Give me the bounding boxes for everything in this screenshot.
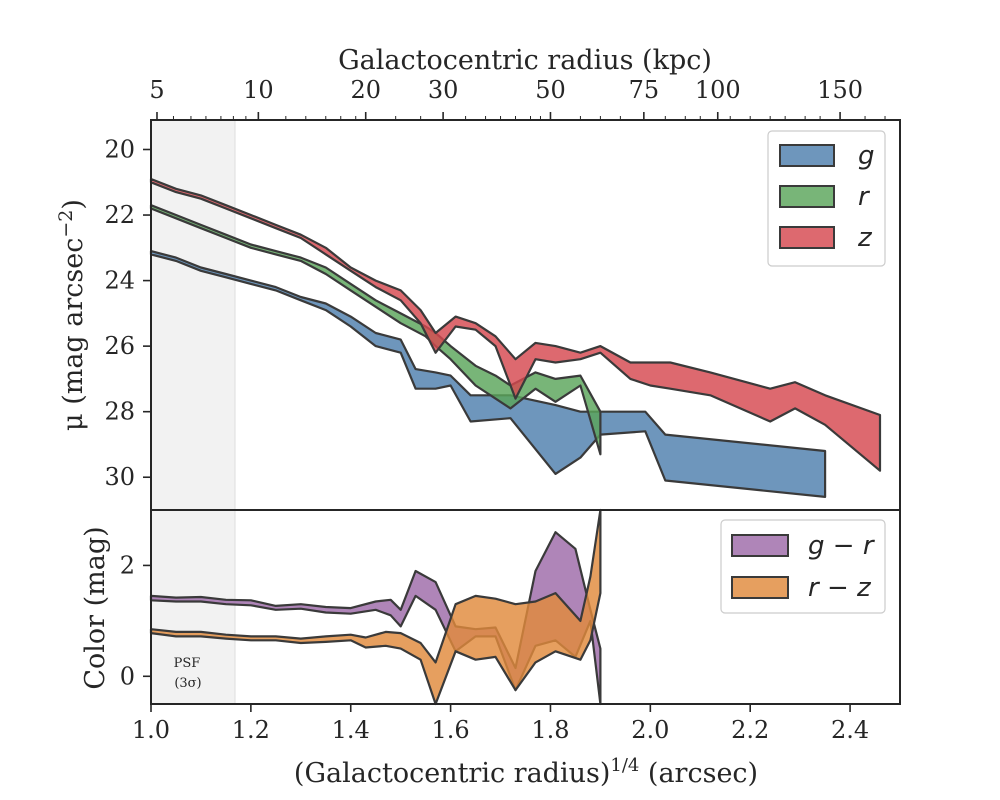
- legend-label-g: g: [858, 141, 875, 171]
- surface-brightness-panel: 20 22 24 26 28 30 5 10 20 30 50 75 100 150 Galactoce…: [55, 45, 901, 511]
- legend-swatch-r-z: [731, 576, 789, 599]
- kpc-tick-label: 5: [149, 76, 164, 104]
- kpc-tick-label: 30: [428, 76, 459, 104]
- legend-swatch-g: [779, 144, 835, 167]
- x-label-main: (Galactocentric radius): [294, 758, 610, 789]
- band-r-z: [149, 508, 602, 706]
- top-y-ticks: 20 22 24 26 28 30: [104, 135, 151, 491]
- y-label-exp: −2: [55, 210, 77, 238]
- psf-note-line2: (3σ): [174, 676, 201, 691]
- bottom-y-axis-title: Color (mag): [80, 526, 111, 689]
- x-tick-label: 2.0: [631, 716, 669, 744]
- x-label-exp: 1/4: [610, 755, 639, 776]
- legend-swatch-g-r: [731, 534, 789, 557]
- x-tick-label: 1.4: [332, 716, 370, 744]
- legend-label-r-z: r − z: [808, 573, 872, 603]
- legend-label-g-r: g − r: [808, 531, 876, 561]
- kpc-tick-label: 150: [817, 76, 863, 104]
- top-x-axis-title: Galactocentric radius (kpc): [338, 45, 712, 76]
- kpc-tick-label: 10: [243, 76, 274, 104]
- bottom-x-axis-title: (Galactocentric radius)1/4 (arcsec): [294, 755, 758, 789]
- y-tick-label: 0: [120, 662, 135, 690]
- top-kpc-ticks: 5 10 20 30 50 75 100 150: [149, 76, 886, 120]
- y-tick-label: 20: [104, 135, 135, 163]
- y-tick-label: 30: [104, 463, 135, 491]
- y-tick-label: 24: [104, 267, 135, 295]
- legend-label-z: z: [857, 223, 873, 253]
- top-legend: grz: [767, 130, 886, 267]
- kpc-tick-label: 50: [535, 76, 566, 104]
- band-r: [149, 204, 602, 456]
- y-tick-label: 26: [104, 332, 135, 360]
- x-tick-label: 1.8: [531, 716, 569, 744]
- y-tick-label: 2: [120, 551, 135, 579]
- kpc-tick-label: 100: [695, 76, 741, 104]
- y-tick-label: 22: [104, 201, 135, 229]
- bottom-panel-frame: [150, 509, 901, 705]
- legend-swatch-z: [779, 226, 835, 249]
- bottom-y-ticks: 02: [120, 551, 151, 690]
- psf-note-line1: PSF: [174, 656, 201, 671]
- x-tick-label: 2.4: [831, 716, 869, 744]
- psf-region-bottom: [150, 509, 236, 705]
- legend-swatch-r: [779, 185, 835, 208]
- x-tick-label: 1.6: [432, 716, 470, 744]
- x-tick-label: 1.0: [132, 716, 170, 744]
- x-tick-label: 1.2: [232, 716, 270, 744]
- surface-brightness-areas: [149, 177, 882, 498]
- legend-label-r: r: [858, 182, 871, 212]
- kpc-tick-label: 75: [629, 76, 660, 104]
- band-g: [149, 250, 827, 498]
- x-label-unit: (arcsec): [639, 758, 758, 789]
- bottom-legend: g − r r − z: [720, 519, 886, 614]
- kpc-tick-label: 20: [350, 76, 381, 104]
- y-label-main: μ (mag arcsec: [58, 238, 89, 431]
- bottom-x-ticks: 1.0 1.2 1.4 1.6 1.8 2.0 2.2 2.4: [132, 704, 869, 744]
- color-panel: 02 1.0 1.2 1.4 1.6 1.8 2.0 2.2 2.4 Color (mag) …: [80, 508, 901, 789]
- top-y-axis-title: μ (mag arcsec−2): [55, 199, 89, 431]
- x-tick-label: 2.2: [731, 716, 769, 744]
- y-tick-label: 28: [104, 398, 135, 426]
- y-label-end: ): [58, 199, 89, 210]
- psf-region: [150, 119, 236, 511]
- band-z: [149, 177, 882, 472]
